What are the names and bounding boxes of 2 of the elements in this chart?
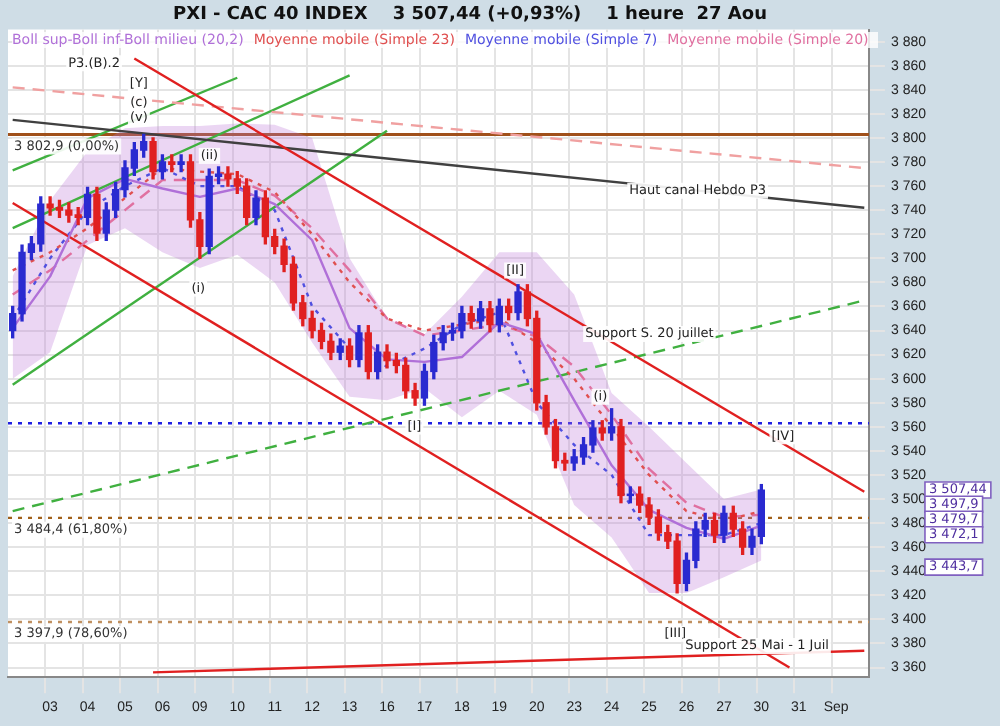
candlestick — [177, 154, 185, 173]
chart-title: PXI - CAC 40 INDEX 3 507,44 (+0,93%) 1 heure 27 Aou — [173, 5, 767, 26]
